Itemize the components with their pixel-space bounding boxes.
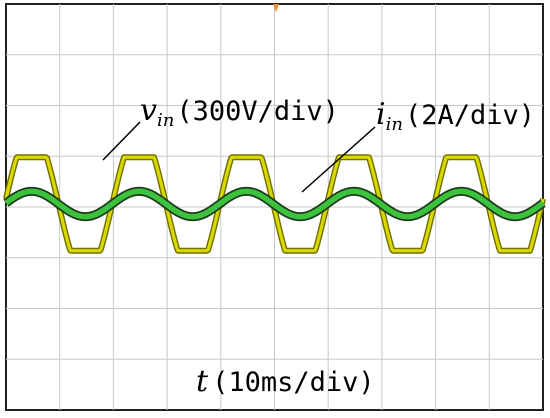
- vin-label: vin(300V/div): [140, 93, 339, 131]
- iin-symbol: i: [376, 97, 386, 132]
- iin-leader-line: [301, 126, 376, 193]
- iin-label: iin(2A/div): [376, 97, 535, 135]
- vin-scale: (300V/div): [176, 96, 339, 127]
- time-symbol: t: [196, 364, 209, 399]
- time-scale: (10ms/div): [212, 367, 375, 398]
- vin-symbol: v: [140, 93, 157, 128]
- vin-subscript: in: [157, 110, 174, 131]
- time-label: t (10ms/div): [196, 364, 375, 399]
- trigger-marker: [273, 4, 279, 12]
- iin-trace: [4, 188, 545, 220]
- iin-subscript: in: [386, 114, 403, 135]
- iin-scale: (2A/div): [405, 100, 535, 131]
- traces: [2, 154, 547, 254]
- vin-leader-line: [102, 121, 141, 161]
